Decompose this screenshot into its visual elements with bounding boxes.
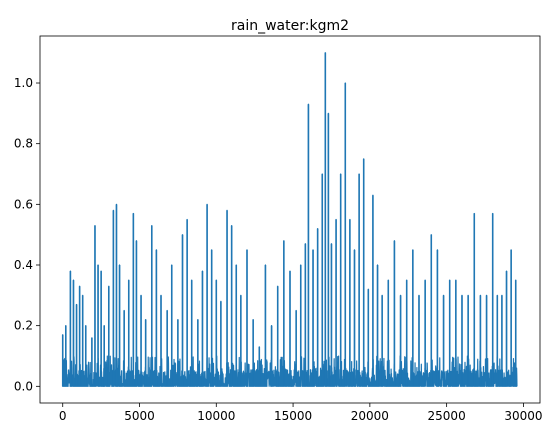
y-tick-label: 1.0 [14, 76, 33, 90]
y-tick-label: 0.2 [14, 319, 33, 333]
chart-title: rain_water:kgm2 [231, 18, 349, 34]
x-tick-label: 15000 [274, 409, 312, 423]
y-tick-label: 0.0 [14, 379, 33, 393]
series-line-0 [62, 52, 518, 387]
x-tick-label: 10000 [197, 409, 235, 423]
x-tick-label: 25000 [428, 409, 466, 423]
x-tick-label: 20000 [351, 409, 389, 423]
x-tick-label: 5000 [124, 409, 155, 423]
plot-frame [39, 35, 541, 404]
x-tick-label: 0 [59, 409, 67, 423]
x-tick-label: 30000 [504, 409, 542, 423]
y-tick-label: 0.6 [14, 197, 33, 211]
y-tick-label: 0.4 [14, 258, 33, 272]
y-tick-label: 0.8 [14, 137, 33, 151]
